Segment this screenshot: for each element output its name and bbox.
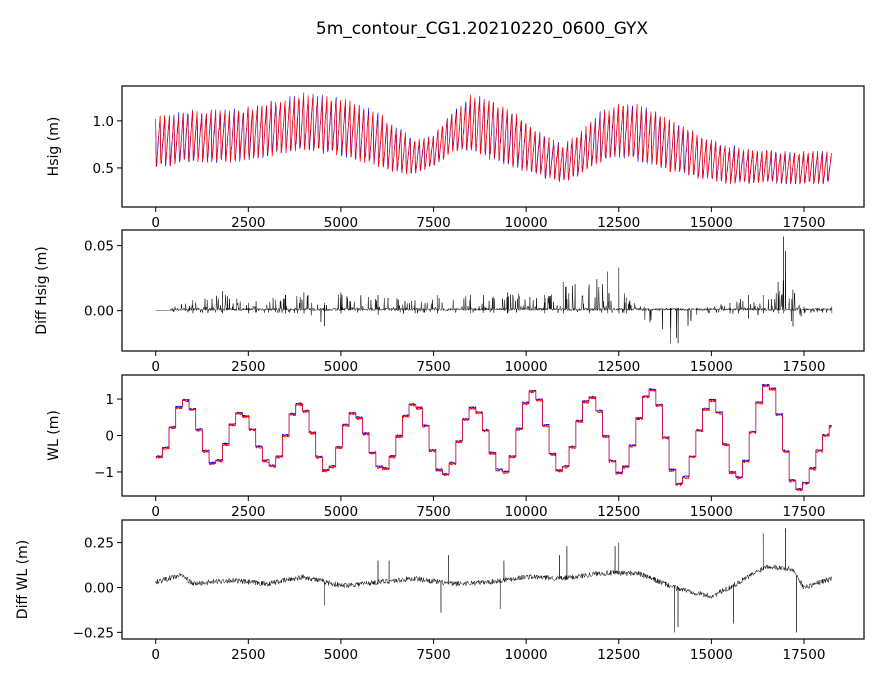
x-tick-label: 5000 xyxy=(324,504,358,520)
y-tick-label: 0.5 xyxy=(93,161,114,177)
y-tick-label: −0.25 xyxy=(73,625,114,641)
x-tick-label: 12500 xyxy=(597,504,640,520)
y-axis-label: Diff WL (m) xyxy=(15,540,31,619)
x-tick-label: 15000 xyxy=(690,215,733,231)
chart-title: 5m_contour_CG1.20210220_0600_GYX xyxy=(316,19,648,39)
y-tick-label: 0.25 xyxy=(84,536,114,552)
x-tick-label: 5000 xyxy=(324,215,358,231)
x-tick-label: 17500 xyxy=(783,504,826,520)
panel-diff_wl: 0 2500 5000 7500 10000 12500 15000 17500 −0.25 0.… xyxy=(15,519,865,663)
x-tick-label: 10000 xyxy=(505,359,548,375)
x-tick-label: 2500 xyxy=(231,504,265,520)
x-tick-label: 0 xyxy=(151,647,160,663)
y-tick-label: 0 xyxy=(105,429,114,445)
x-tick-label: 17500 xyxy=(783,647,826,663)
x-tick-label: 12500 xyxy=(597,215,640,231)
series-model-line xyxy=(155,92,832,185)
x-tick-label: 7500 xyxy=(416,647,450,663)
axes-frame xyxy=(121,519,865,640)
x-tick-label: 12500 xyxy=(597,647,640,663)
x-tick-label: 10000 xyxy=(505,215,548,231)
series-model-line xyxy=(155,384,832,491)
panel-wl: 0 2500 5000 7500 10000 12500 15000 17500 −1 0 1 WL … xyxy=(46,374,865,520)
x-tick-label: 15000 xyxy=(690,647,733,663)
y-tick-label: 0.00 xyxy=(84,304,114,320)
x-tick-label: 10000 xyxy=(505,504,548,520)
y-tick-label: 0.05 xyxy=(84,239,114,255)
y-tick-label: 1.0 xyxy=(93,114,114,130)
x-tick-label: 7500 xyxy=(416,359,450,375)
x-tick-label: 0 xyxy=(151,359,160,375)
y-axis-label: WL (m) xyxy=(46,410,62,461)
x-tick-label: 15000 xyxy=(690,504,733,520)
plot-area xyxy=(122,519,864,639)
series-diff-line xyxy=(155,528,832,633)
x-tick-label: 7500 xyxy=(416,215,450,231)
x-tick-label: 2500 xyxy=(231,647,265,663)
x-tick-label: 5000 xyxy=(324,647,358,663)
panel-hsig: 0 2500 5000 7500 10000 12500 15000 17500 0.5 1.0 H… xyxy=(46,85,865,231)
plot-area xyxy=(122,374,864,496)
y-tick-label: −1 xyxy=(94,465,114,481)
x-tick-label: 17500 xyxy=(783,215,826,231)
x-tick-label: 7500 xyxy=(416,504,450,520)
x-tick-label: 0 xyxy=(151,504,160,520)
y-tick-label: 1 xyxy=(105,392,114,408)
axes-frame xyxy=(121,229,865,352)
x-tick-label: 17500 xyxy=(783,359,826,375)
x-tick-label: 0 xyxy=(151,215,160,231)
y-axis-label: Diff Hsig (m) xyxy=(34,246,50,334)
x-tick-label: 2500 xyxy=(231,215,265,231)
axes-frame xyxy=(121,85,865,208)
y-axis-label: Hsig (m) xyxy=(46,117,62,177)
series-diff-line xyxy=(155,236,833,344)
x-tick-label: 5000 xyxy=(324,359,358,375)
x-tick-label: 10000 xyxy=(505,647,548,663)
x-tick-label: 15000 xyxy=(690,359,733,375)
x-tick-label: 2500 xyxy=(231,359,265,375)
x-tick-label: 12500 xyxy=(597,359,640,375)
panel-diff_hsig: 0 2500 5000 7500 10000 12500 15000 17500 0.00 0.0… xyxy=(34,229,865,375)
plot-area xyxy=(122,229,864,351)
y-tick-label: 0.00 xyxy=(84,580,114,596)
